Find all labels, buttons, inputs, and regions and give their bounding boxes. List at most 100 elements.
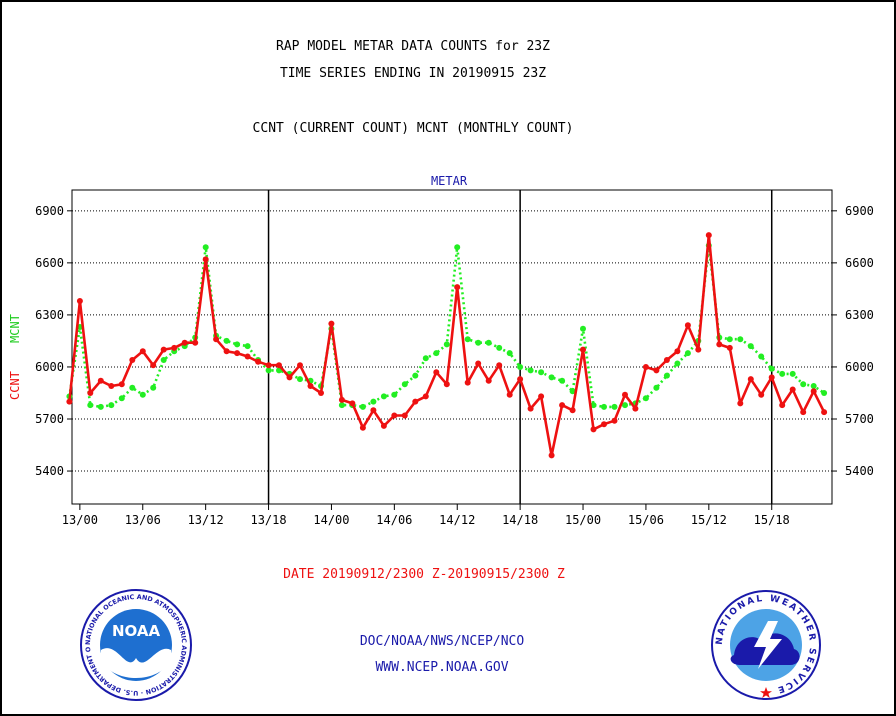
- data-point-mcnt: [611, 403, 618, 410]
- chart-title-line1: RAP MODEL METAR DATA COUNTS for 23Z: [276, 39, 550, 54]
- data-point-mcnt: [496, 344, 503, 351]
- data-point-mcnt: [527, 367, 534, 374]
- data-point-mcnt: [359, 403, 366, 410]
- data-point-ccnt: [663, 357, 670, 363]
- x-axis: 13/00 13/06 13/12 13/18 14/00 14/06 14/12 14/18…: [62, 504, 790, 527]
- data-point-ccnt: [181, 339, 188, 346]
- data-point-mcnt: [160, 357, 167, 363]
- y-tick-label-right: 6900: [845, 204, 874, 218]
- data-point-mcnt: [202, 244, 209, 251]
- website-link[interactable]: WWW.NCEP.NOAA.GOV: [375, 660, 509, 675]
- data-point-ccnt: [359, 424, 366, 431]
- data-point-mcnt: [506, 350, 513, 357]
- x-tick-label: 13/12: [188, 513, 224, 527]
- data-point-ccnt: [433, 369, 440, 376]
- data-point-ccnt: [338, 396, 345, 403]
- data-point-mcnt: [569, 388, 576, 395]
- nws-logo: NATIONAL WEATHER SERVICE: [711, 590, 821, 700]
- data-point-ccnt: [768, 374, 775, 381]
- data-point-mcnt: [244, 343, 251, 350]
- data-point-ccnt: [380, 422, 387, 429]
- data-point-ccnt: [821, 409, 828, 416]
- data-point-mcnt: [391, 391, 398, 398]
- data-point-ccnt: [716, 341, 723, 348]
- noaa-logo: NATIONAL OCEANIC AND ATMOSPHERIC ADMINIS…: [79, 588, 192, 701]
- data-point-ccnt: [789, 386, 796, 393]
- data-point-mcnt: [475, 339, 482, 346]
- data-point-ccnt: [726, 344, 733, 351]
- series-group: [66, 232, 828, 459]
- data-point-ccnt: [611, 417, 618, 424]
- data-point-ccnt: [705, 232, 712, 239]
- y-tick-label-left: 6000: [35, 360, 64, 374]
- data-point-ccnt: [223, 348, 230, 355]
- data-point-mcnt: [758, 353, 765, 360]
- data-point-ccnt: [747, 376, 754, 383]
- data-point-mcnt: [779, 370, 786, 377]
- data-point-ccnt: [160, 346, 167, 353]
- data-point-ccnt: [66, 398, 73, 405]
- data-point-mcnt: [370, 398, 377, 405]
- y-tick-label-left: 6300: [35, 308, 64, 322]
- data-point-ccnt: [674, 348, 681, 355]
- data-point-ccnt: [118, 381, 125, 388]
- x-tick-label: 13/18: [250, 513, 286, 527]
- data-point-mcnt: [580, 325, 586, 332]
- data-point-mcnt: [538, 369, 545, 376]
- plot-frame: [71, 189, 833, 505]
- x-tick-label: 15/18: [754, 513, 790, 527]
- data-point-mcnt: [747, 343, 754, 350]
- data-point-ccnt: [307, 383, 314, 389]
- org-label: DOC/NOAA/NWS/NCEP/NCO: [359, 634, 525, 649]
- data-point-ccnt: [129, 357, 136, 363]
- data-point-ccnt: [779, 402, 786, 409]
- data-point-ccnt: [318, 390, 324, 396]
- data-point-ccnt: [391, 412, 398, 419]
- data-point-ccnt: [737, 400, 744, 407]
- data-point-mcnt: [737, 336, 744, 343]
- x-tick-label: 14/18: [502, 513, 538, 527]
- data-point-ccnt: [642, 364, 649, 370]
- data-point-ccnt: [265, 362, 272, 369]
- data-point-mcnt: [559, 377, 566, 384]
- data-point-ccnt: [580, 346, 586, 353]
- data-point-ccnt: [370, 407, 377, 414]
- data-point-ccnt: [171, 344, 178, 351]
- data-point-ccnt: [695, 346, 702, 353]
- data-point-mcnt: [297, 376, 303, 383]
- data-point-ccnt: [255, 358, 262, 365]
- y-tick-label-right: 6000: [845, 360, 874, 374]
- data-point-ccnt: [108, 383, 115, 389]
- data-point-mcnt: [433, 350, 440, 357]
- data-point-ccnt: [443, 381, 450, 388]
- data-point-mcnt: [548, 374, 555, 381]
- x-tick-label: 13/06: [125, 513, 161, 527]
- data-point-ccnt: [527, 405, 534, 412]
- data-point-ccnt: [234, 350, 241, 357]
- date-range-label: DATE 20190912/2300 Z-20190915/2300 Z: [283, 567, 565, 582]
- y-tick-label-left: 6600: [35, 256, 64, 270]
- data-point-ccnt: [139, 348, 146, 355]
- data-point-mcnt: [653, 384, 660, 391]
- data-point-ccnt: [349, 400, 356, 407]
- data-point-mcnt: [454, 244, 461, 251]
- y-tick-label-left: 6900: [35, 204, 64, 218]
- data-point-mcnt: [97, 403, 104, 410]
- x-tick-label: 15/00: [565, 513, 601, 527]
- data-point-ccnt: [213, 336, 220, 343]
- data-point-mcnt: [412, 372, 419, 379]
- data-point-mcnt: [265, 367, 272, 374]
- data-point-ccnt: [192, 339, 199, 346]
- data-point-ccnt: [622, 391, 628, 398]
- data-point-mcnt: [485, 339, 492, 346]
- data-point-ccnt: [97, 377, 104, 384]
- data-point-ccnt: [286, 374, 293, 381]
- data-point-ccnt: [150, 362, 157, 369]
- data-point-ccnt: [601, 421, 607, 428]
- data-point-mcnt: [789, 370, 796, 377]
- x-tick-label: 14/06: [376, 513, 412, 527]
- data-point-ccnt: [758, 391, 765, 398]
- data-point-ccnt: [548, 452, 555, 459]
